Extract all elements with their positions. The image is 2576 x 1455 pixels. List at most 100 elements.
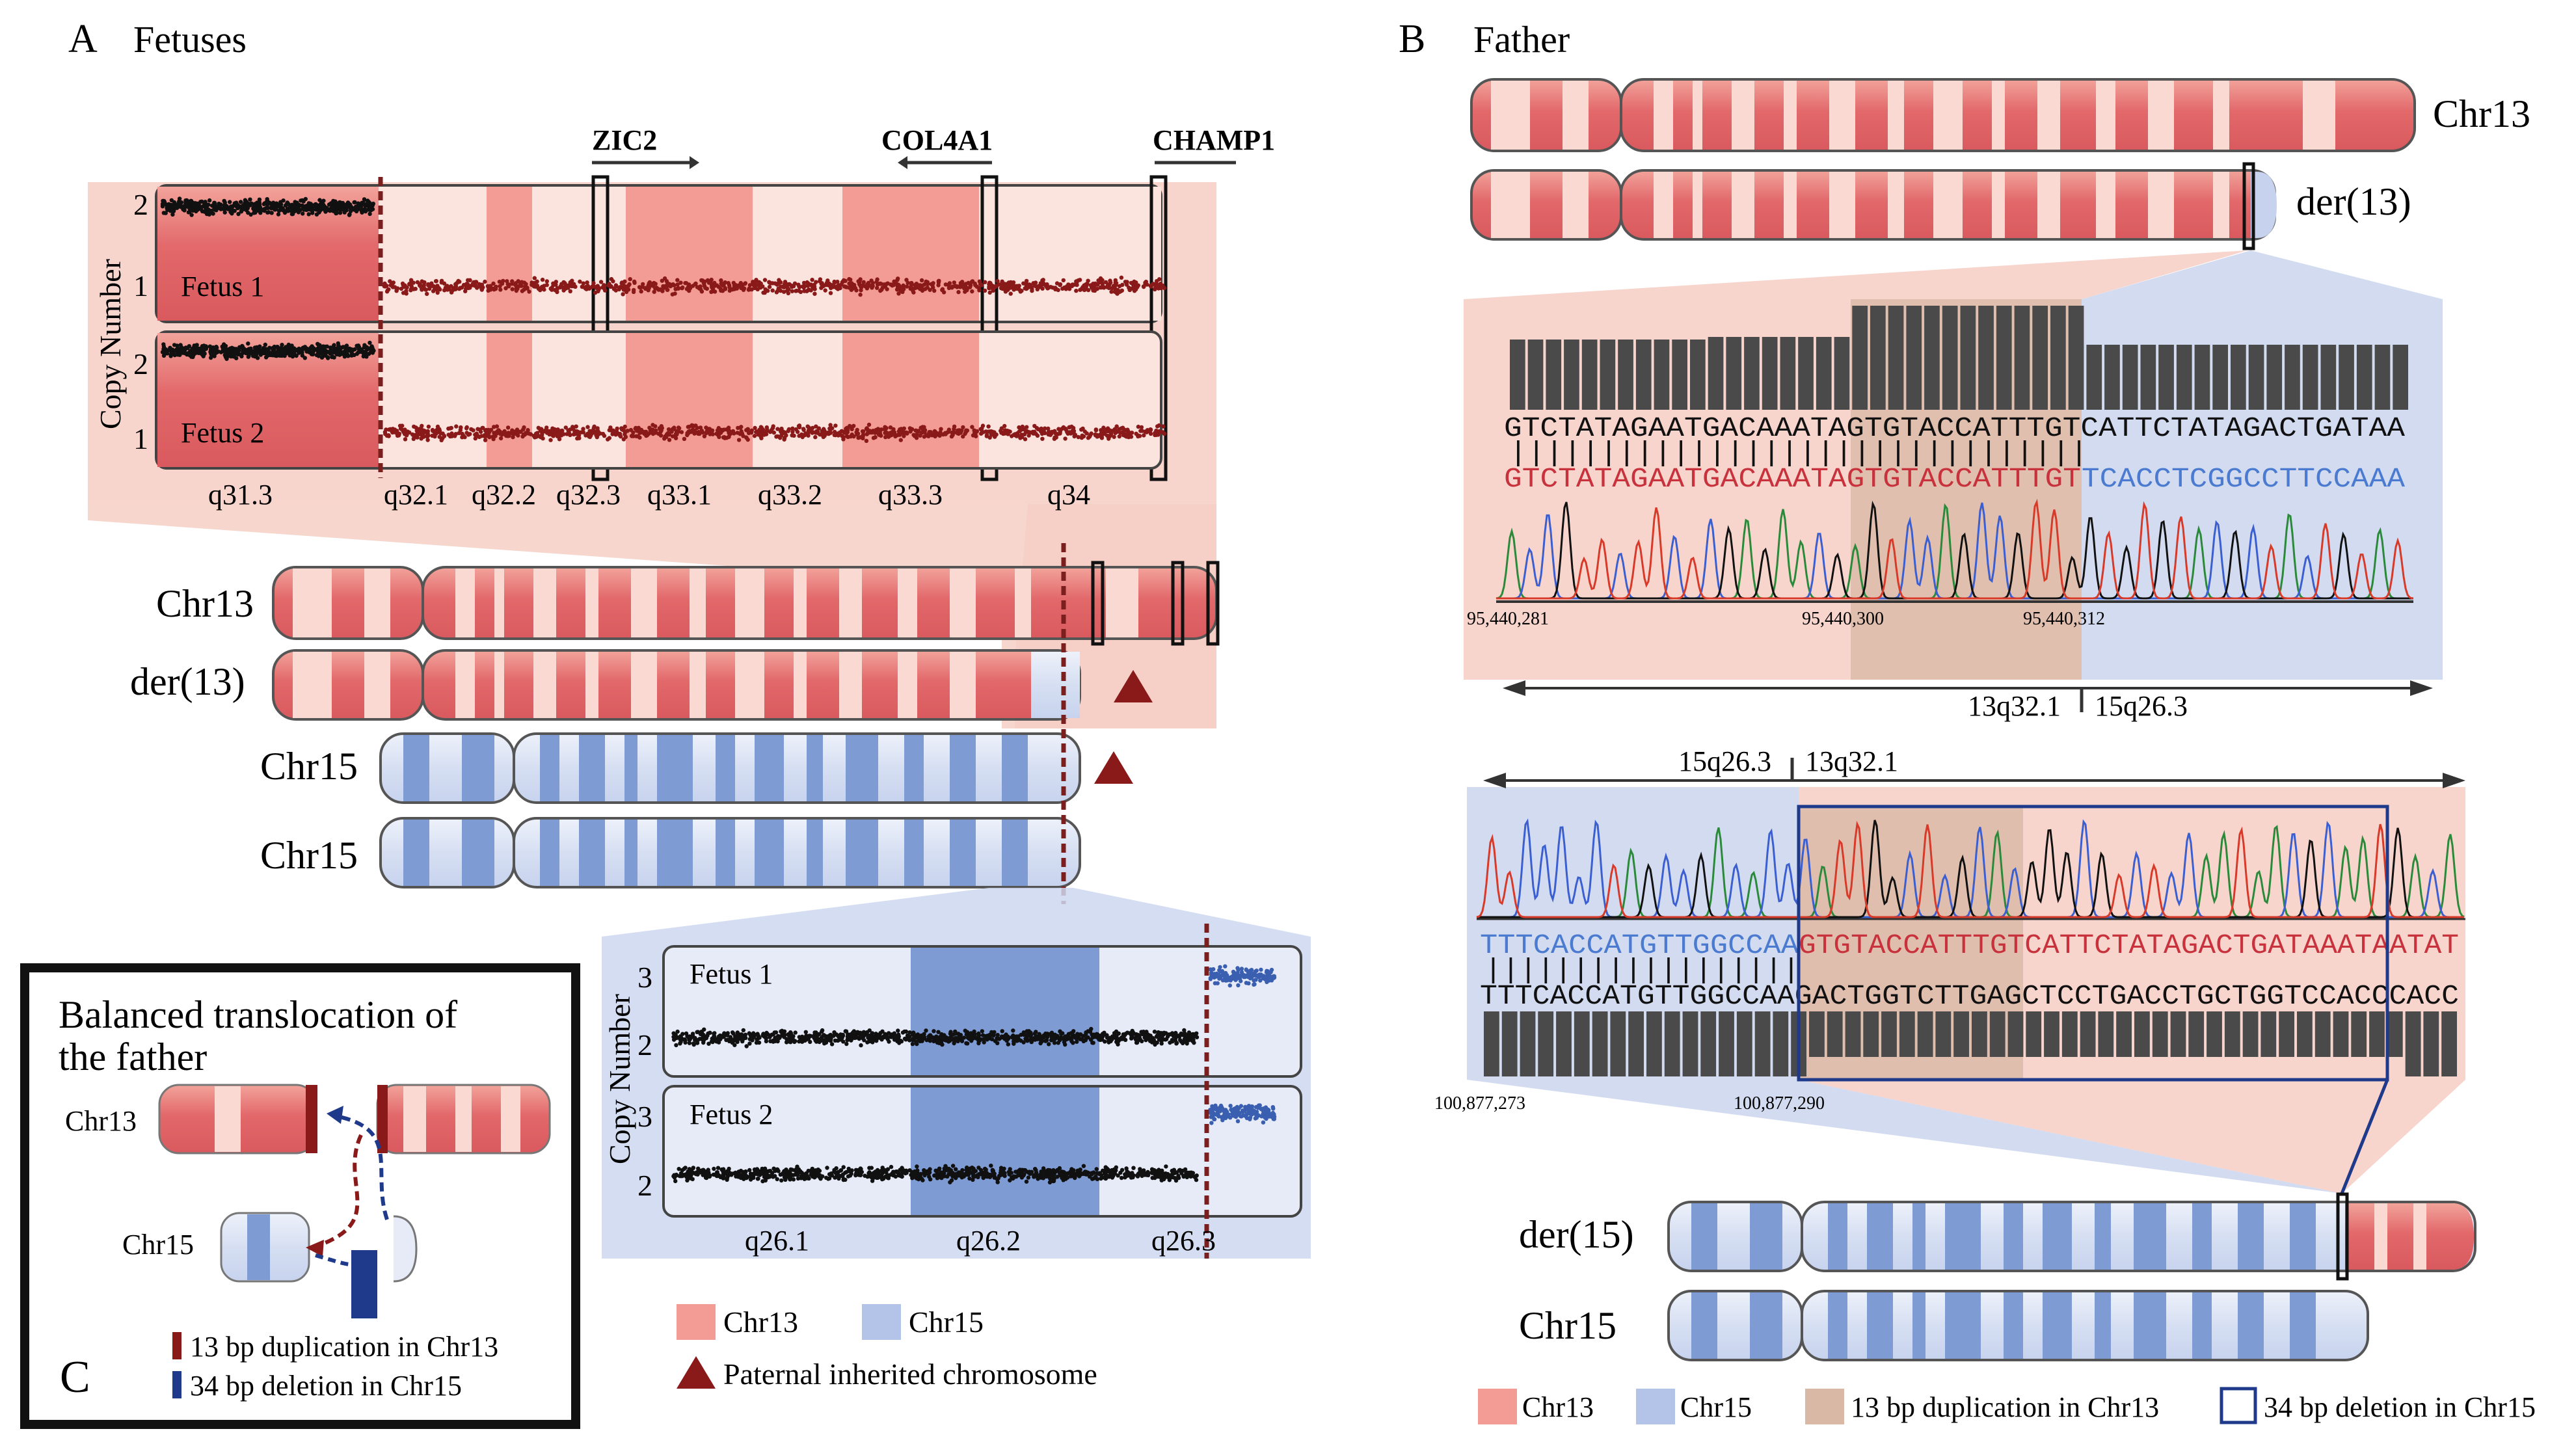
cnv-dot: [989, 431, 993, 436]
fetus1-ytick-1: 1: [133, 269, 148, 302]
cnv-dot: [1075, 1032, 1080, 1036]
cnv-dot: [801, 427, 806, 431]
cnv-dot: [1159, 1032, 1164, 1037]
cnv-dot: [1090, 1035, 1095, 1040]
cnv-dot: [388, 279, 392, 284]
cnv-dot: [757, 1040, 762, 1045]
fetus2-ytick-1: 1: [133, 422, 148, 455]
cnv-dot: [1259, 967, 1263, 972]
cnv-dot: [1132, 281, 1137, 286]
cnv-dot: [736, 283, 741, 288]
cnv-dot: [632, 287, 636, 293]
cnv-dot: [879, 1168, 884, 1173]
cnv-dot: [1209, 972, 1214, 977]
cnv-dot: [388, 283, 393, 287]
cnv-dot: [751, 1031, 756, 1035]
cnv-dot: [971, 1177, 975, 1182]
cnv-dot: [341, 345, 345, 349]
cnv-dot: [267, 345, 272, 350]
cnv-dot: [671, 1034, 676, 1039]
cnv-dot: [755, 1032, 760, 1036]
cnv-dot: [168, 202, 173, 207]
cnv-dot: [959, 1039, 965, 1043]
cnv-dot: [187, 206, 192, 211]
chr13-band-labels: q31.3 q32.1 q32.2 q32.3 q33.1 q33.2 q33.…: [208, 479, 1090, 511]
cnv-dot: [928, 1039, 933, 1043]
cnv-dot: [1218, 974, 1222, 979]
chr13-zoom-funnel: [88, 504, 1216, 728]
cnv-dot: [593, 429, 598, 434]
cnv-dot: [439, 280, 444, 285]
cnv-dot: [776, 1169, 781, 1173]
cnv-dot: [544, 279, 549, 284]
band-q34: q34: [1047, 479, 1090, 511]
cnv-dot: [747, 1041, 752, 1046]
cnv-dot: [783, 1174, 788, 1179]
cnv-dot: [1218, 965, 1222, 970]
cnv-dot: [368, 340, 372, 345]
cnv-dot: [693, 1035, 697, 1041]
cnv-dot: [319, 348, 323, 353]
der13-paternal-triangle: [1114, 670, 1153, 702]
chr15-fetus1-track: 3 2 Fetus 1: [637, 945, 1302, 1078]
cnv-dot: [687, 1167, 692, 1171]
cnv-dot: [828, 1039, 833, 1043]
cnv-dot: [449, 431, 454, 436]
cnv-dot: [1192, 1034, 1196, 1039]
fetus2-dots: [160, 340, 1167, 443]
cnv-dot: [1127, 1172, 1133, 1177]
cnv-dot: [945, 430, 950, 435]
cnv-dot: [952, 427, 956, 431]
cnv-dot: [263, 342, 267, 347]
cnv-dot: [497, 280, 502, 284]
cnv-dot: [1208, 977, 1213, 981]
cnv-dot: [896, 1032, 901, 1037]
cnv-dot: [841, 1039, 846, 1044]
cnv-dot: [422, 434, 426, 439]
cnv-dot: [911, 288, 915, 293]
cnv-dot: [1156, 286, 1161, 291]
cnv-dot: [875, 277, 879, 282]
cnv-dot: [1155, 1033, 1160, 1037]
cnv-dot: [650, 429, 654, 434]
cnv-dot: [942, 1169, 946, 1174]
cnv-dot: [222, 200, 227, 205]
cnv-dot: [823, 288, 827, 293]
cnv-dot: [614, 429, 619, 433]
cnv-dot: [369, 349, 374, 354]
cnv-dot: [1228, 975, 1233, 980]
cnv-dot: [987, 290, 992, 295]
cnv-dot: [386, 433, 391, 438]
cnv-dot: [356, 201, 360, 206]
cnv-dot: [550, 426, 555, 431]
cnv-dot: [563, 281, 567, 286]
cnv-dot: [857, 435, 862, 440]
cnv-dot: [726, 425, 731, 430]
cnv-dot: [342, 207, 346, 213]
cnv-dot: [883, 431, 887, 435]
cnv-dot: [1040, 286, 1045, 291]
cnv-dot: [771, 1039, 775, 1044]
cnv-dot: [1069, 424, 1074, 429]
cnv-dot: [723, 286, 727, 290]
cnv-dot: [744, 1044, 749, 1048]
cnv-dot: [1269, 976, 1274, 981]
cnv-dot: [710, 285, 714, 289]
cnv-dot: [959, 1175, 965, 1180]
cnv-dot: [887, 1039, 891, 1044]
cnv-dot: [233, 347, 238, 353]
cnv-dot: [788, 1030, 793, 1035]
cnv-dot: [409, 278, 414, 282]
cnv-dot: [302, 356, 307, 360]
cnv-dot: [185, 201, 189, 206]
cnv-dot: [282, 348, 287, 353]
cnv-dot: [439, 438, 444, 442]
cnv-dot: [1163, 1174, 1168, 1179]
cnv-dot: [968, 285, 973, 289]
cnv-dot: [911, 1037, 915, 1041]
cnv-dot: [917, 286, 922, 290]
cnv-dot: [744, 436, 749, 440]
cnv-dot: [471, 428, 476, 433]
cnv-dot: [1112, 434, 1116, 439]
